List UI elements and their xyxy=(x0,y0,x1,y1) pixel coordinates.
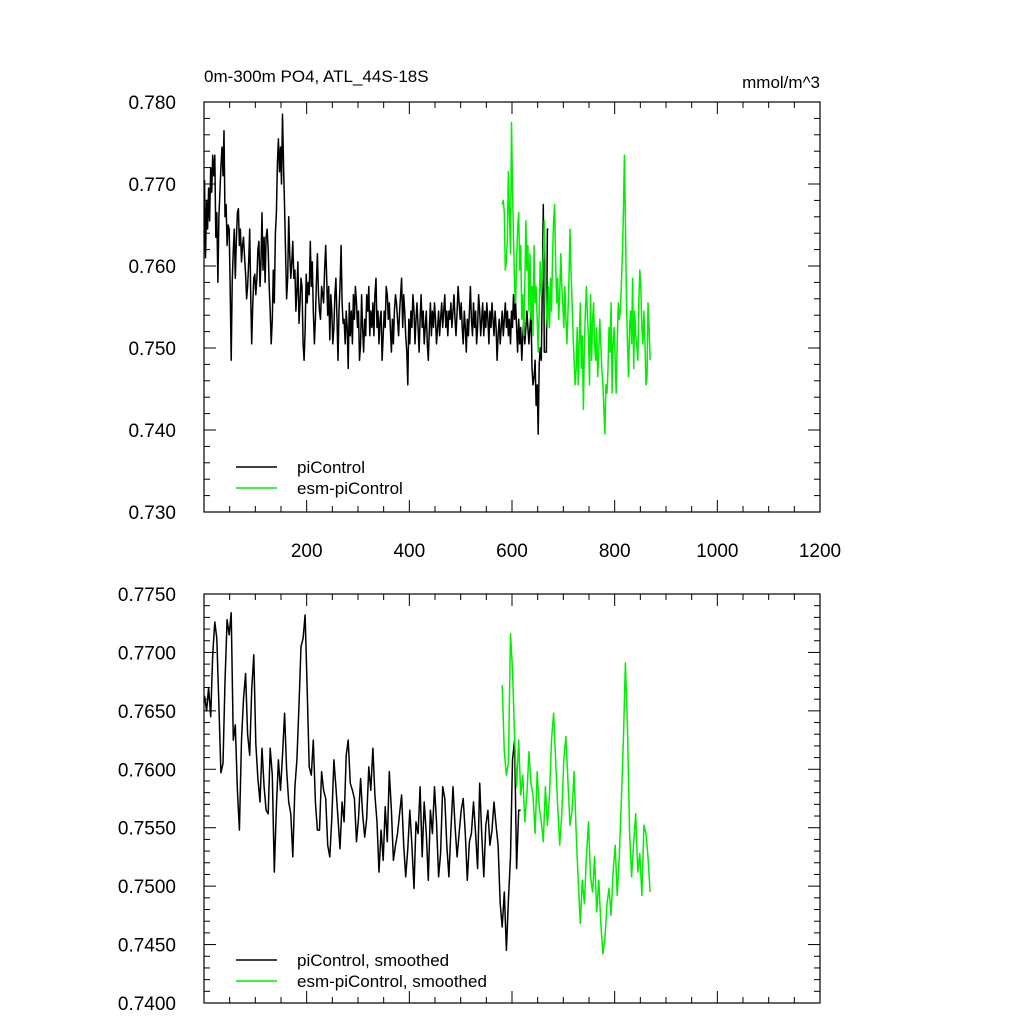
chart-title: 0m-300m PO4, ATL_44S-18S xyxy=(204,67,429,86)
y-tick-label: 0.780 xyxy=(128,93,176,114)
legend-label-1: esm-piControl, smoothed xyxy=(297,972,487,991)
y-tick-label: 0.7600 xyxy=(118,760,176,781)
legend-label-0: piControl xyxy=(297,458,365,477)
series-line-1 xyxy=(501,632,651,955)
y-tick-label: 0.7700 xyxy=(118,643,176,664)
legend-label-1: esm-piControl xyxy=(297,479,403,498)
y-tick-label: 0.7450 xyxy=(118,936,176,957)
top-panel: 0.730 0.740 0.750 0.760 0.770 0.780 200 400 600 8… xyxy=(128,93,841,562)
x-tick-label: 200 xyxy=(291,541,323,562)
x-tick-label: 600 xyxy=(496,541,528,562)
y-tick-label: 0.750 xyxy=(128,339,176,360)
y-tick-label: 0.7750 xyxy=(118,585,176,606)
x-tick-label: 400 xyxy=(393,541,425,562)
y-tick-label: 0.7650 xyxy=(118,702,176,723)
y-tick-label: 0.760 xyxy=(128,257,176,278)
y-tick-label: 0.7500 xyxy=(118,877,176,898)
y-tick-label: 0.730 xyxy=(128,503,176,524)
series-line-0 xyxy=(203,113,549,435)
y-tick-label: 0.7400 xyxy=(118,994,176,1015)
x-tick-label: 1200 xyxy=(799,541,841,562)
y-tick-label: 0.770 xyxy=(128,175,176,196)
x-tick-label: 800 xyxy=(599,541,631,562)
series-line-1 xyxy=(501,121,651,435)
series-line-0 xyxy=(203,611,521,952)
x-tick-label: 1000 xyxy=(696,541,738,562)
bottom-panel: 0.7400 0.7450 0.7500 0.7550 0.7600 0.7650 0.77… xyxy=(118,585,821,1015)
y-tick-label: 0.7550 xyxy=(118,819,176,840)
legend-label-0: piControl, smoothed xyxy=(297,951,449,970)
units-label: mmol/m^3 xyxy=(742,73,820,92)
y-tick-label: 0.740 xyxy=(128,421,176,442)
